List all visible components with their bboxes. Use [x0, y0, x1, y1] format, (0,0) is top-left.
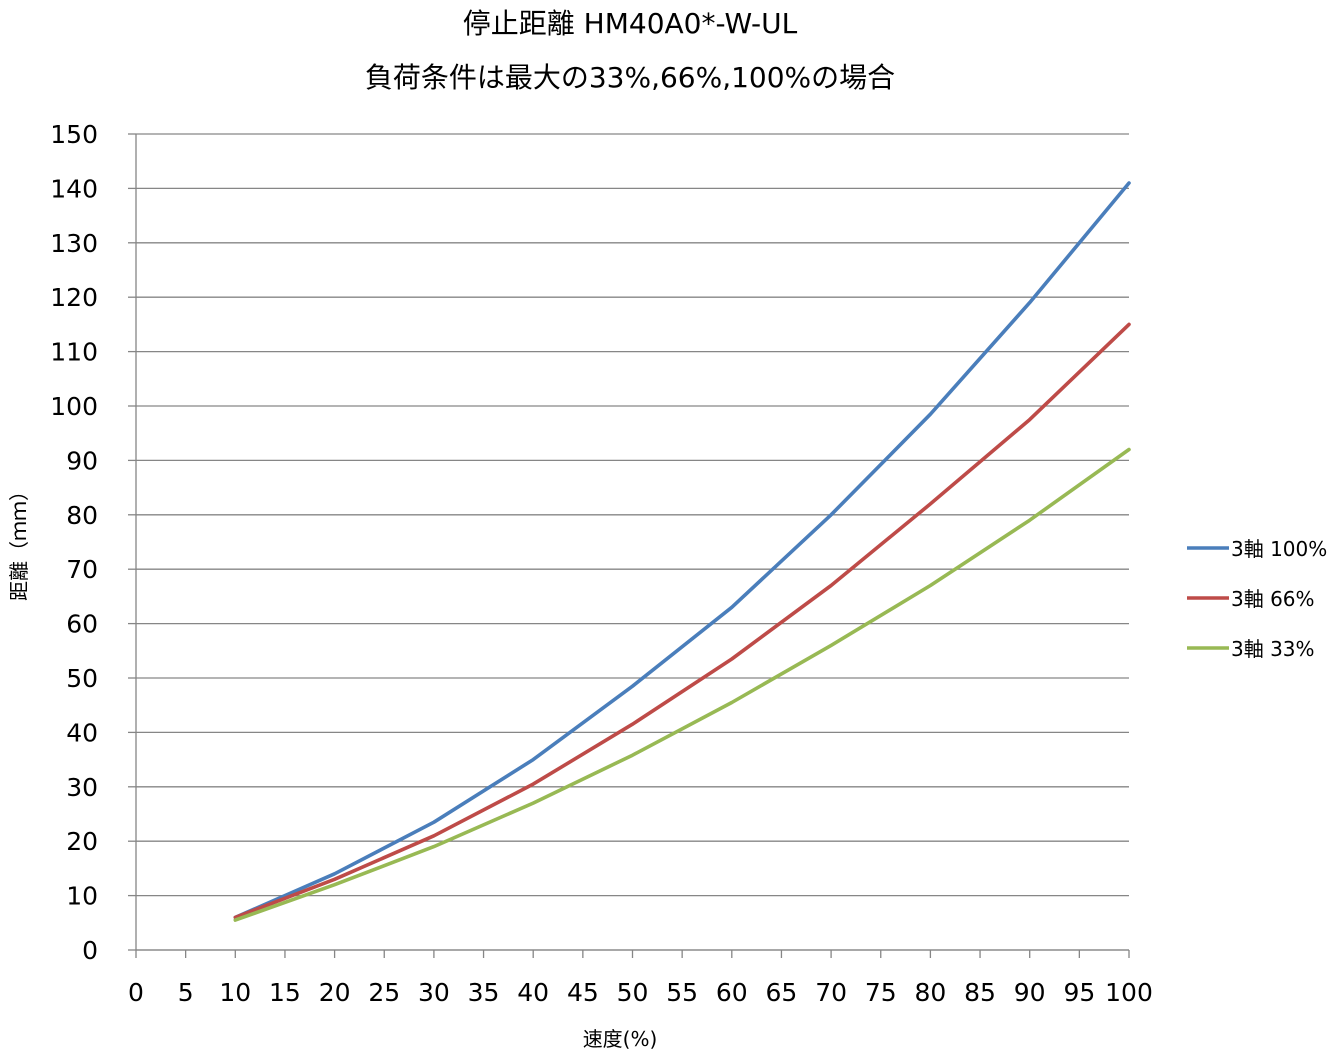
x-tick-label-10: 10: [219, 978, 251, 1007]
x-tick-label-45: 45: [567, 978, 599, 1007]
x-tick-labels: 0 5 10 15 20 25 30 35 40 45 50 55 60 65 70 75 80 85 90 95 10…: [128, 978, 1153, 1007]
x-tick-label-0: 0: [128, 978, 144, 1007]
y-tick-label-100: 100: [50, 392, 98, 421]
x-tick-label-90: 90: [1014, 978, 1046, 1007]
x-tick-label-65: 65: [766, 978, 798, 1007]
y-tick-label-30: 30: [66, 773, 98, 802]
y-tick-label-80: 80: [66, 501, 98, 530]
x-tick-label-25: 25: [368, 978, 400, 1007]
series-line-3: [233, 447, 1131, 922]
y-tick-label-130: 130: [50, 229, 98, 258]
y-tick-label-10: 10: [66, 882, 98, 911]
x-tick-label-95: 95: [1063, 978, 1095, 1007]
x-tick-label-70: 70: [815, 978, 847, 1007]
series-line-2: [233, 322, 1131, 920]
x-tick-label-30: 30: [418, 978, 450, 1007]
series-line-1: [233, 181, 1131, 920]
x-tick-label-75: 75: [865, 978, 897, 1007]
legend: 3軸 100% 3軸 66% 3軸 33%: [1187, 537, 1327, 661]
x-axis-label: 速度(%): [583, 1027, 658, 1051]
y-tick-label-90: 90: [66, 446, 98, 475]
y-tick-label-70: 70: [66, 555, 98, 584]
x-tick-label-20: 20: [319, 978, 351, 1007]
gridlines: [136, 133, 1129, 951]
y-axis-label: 距離（ｍｍ）: [7, 481, 31, 601]
x-tick-label-80: 80: [914, 978, 946, 1007]
x-tick-label-50: 50: [617, 978, 649, 1007]
x-tick-label-35: 35: [468, 978, 500, 1007]
y-tick-label-60: 60: [66, 610, 98, 639]
y-tick-label-40: 40: [66, 718, 98, 747]
y-tick-label-140: 140: [50, 174, 98, 203]
legend-label-1: 3軸 100%: [1231, 537, 1327, 561]
x-tick-label-85: 85: [964, 978, 996, 1007]
y-tick-label-20: 20: [66, 827, 98, 856]
x-tick-label-5: 5: [178, 978, 194, 1007]
y-tick-label-50: 50: [66, 664, 98, 693]
legend-label-3: 3軸 33%: [1231, 637, 1315, 661]
legend-label-2: 3軸 66%: [1231, 587, 1315, 611]
chart-subtitle: 負荷条件は最大の33%,66%,100%の場合: [364, 61, 896, 94]
x-tick-label-55: 55: [666, 978, 698, 1007]
chart-title: 停止距離 HM40A0*-W-UL: [462, 7, 798, 40]
x-tick-label-60: 60: [716, 978, 748, 1007]
x-tick-label-100: 100: [1105, 978, 1153, 1007]
x-tick-label-40: 40: [517, 978, 549, 1007]
series-lines: [233, 181, 1131, 922]
y-tick-label-150: 150: [50, 120, 98, 149]
y-tick-label-0: 0: [82, 936, 98, 965]
x-tick-label-15: 15: [269, 978, 301, 1007]
axes: [128, 133, 1130, 958]
y-tick-label-120: 120: [50, 283, 98, 312]
y-tick-labels: 0 10 20 30 40 50 60 70 80 90 100 110 120 130 140 150: [50, 120, 98, 965]
y-tick-label-110: 110: [50, 338, 98, 367]
